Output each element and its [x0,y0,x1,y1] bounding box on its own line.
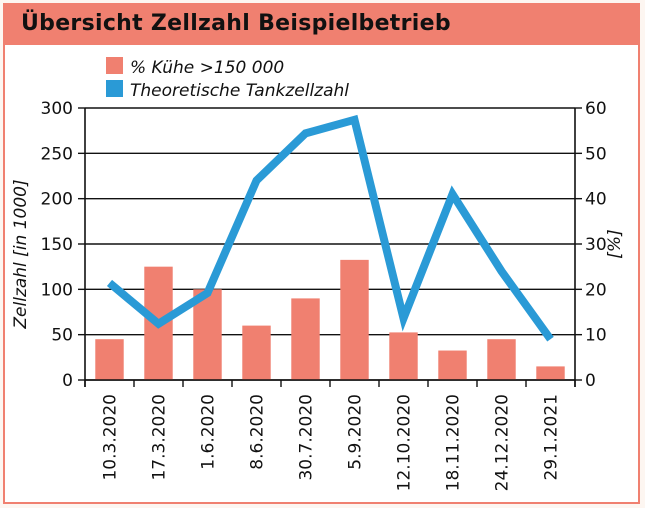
y-right-tick-label: 50 [585,144,607,164]
x-category-label: 18.11.2020 [444,394,464,491]
y-left-axis-title: Zellzahl [in 1000] [11,179,31,329]
x-category-label: 29.1.2021 [542,394,562,481]
x-category-label: 12.10.2020 [395,394,415,491]
y-left-tick-label: 50 [51,326,73,346]
y-right-tick-label: 20 [585,280,607,300]
line-series-tankzellzahl [106,114,554,342]
y-left-tick-label: 0 [62,371,73,391]
bar-8.6.2020 [242,325,271,380]
bar-1.6.2020 [193,289,222,380]
bar-24.12.2020 [487,339,516,380]
bar-29.1.2021 [536,366,565,380]
bar-5.9.2020 [340,259,369,380]
y-right-tick-label: 60 [585,99,607,119]
x-category-label: 1.6.2020 [199,394,219,470]
y-right-tick-label: 10 [585,326,607,346]
legend-label-line: Theoretische Tankzellzahl [130,81,349,101]
legend-swatch-line [106,80,123,97]
bar-30.7.2020 [291,298,320,380]
y-right-tick-label: 40 [585,190,607,210]
x-category-label: 30.7.2020 [297,394,317,481]
y-left-tick-label: 100 [41,280,73,300]
y-right-tick-label: 0 [585,371,596,391]
y-right-axis-title: [%] [605,229,625,258]
title-bar: Übersicht Zellzahl Beispielbetrieb [5,5,638,45]
y-left-tick-label: 300 [41,99,73,119]
y-left-tick-label: 150 [41,235,73,255]
x-category-label: 10.3.2020 [101,394,121,481]
bar-18.11.2020 [438,350,467,380]
x-category-label: 17.3.2020 [150,394,170,481]
x-category-label: 5.9.2020 [346,394,366,470]
legend-swatch-bars [106,57,123,74]
y-right-tick-label: 30 [585,235,607,255]
chart-title: Übersicht Zellzahl Beispielbetrieb [21,11,451,36]
y-left-tick-label: 200 [41,190,73,210]
x-category-label: 8.6.2020 [248,394,268,470]
x-category-label: 24.12.2020 [493,394,513,491]
legend-label-bars: % Kühe >150 000 [130,58,284,78]
bar-12.10.2020 [389,332,418,380]
y-left-tick-label: 250 [41,144,73,164]
bar-10.3.2020 [95,339,124,380]
